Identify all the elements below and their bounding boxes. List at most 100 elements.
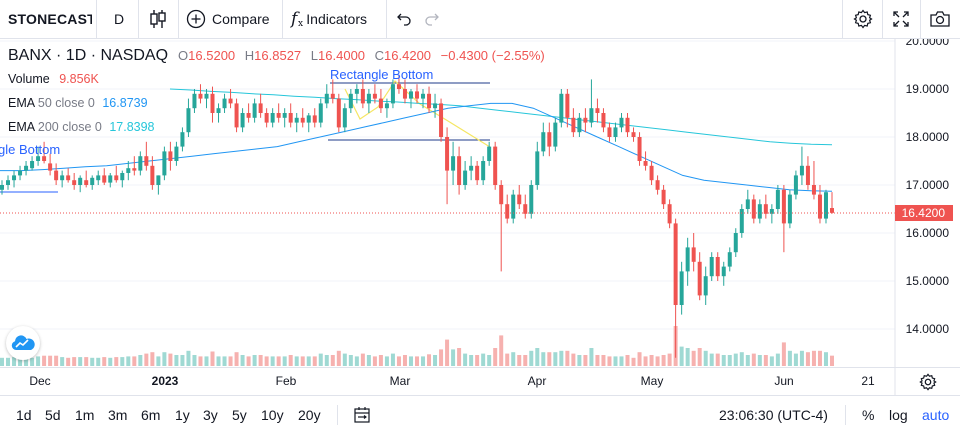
candles-icon (150, 10, 166, 28)
volume-bars (0, 326, 834, 366)
axis-settings-button[interactable] (919, 373, 937, 391)
candle-body (811, 185, 816, 195)
volume-bar (601, 355, 606, 366)
fullscreen-button[interactable] (890, 0, 912, 38)
range-5y[interactable]: 5y (232, 407, 247, 423)
undo-button[interactable] (394, 0, 414, 38)
low-label: L (310, 48, 319, 63)
ema50-legend[interactable]: EMA 50 close 0 16.8739 (8, 96, 148, 110)
volume-bar (589, 348, 594, 366)
candle-body (535, 151, 540, 185)
chart-pane[interactable]: 20.0000 19.0000 18.0000 17.0000 16.0000 15.00… (0, 39, 960, 367)
chart-type-button[interactable] (146, 0, 170, 38)
price-tick-label: 18.0000 (906, 130, 950, 144)
toolbar-divider (96, 0, 97, 38)
candle-body (607, 127, 612, 137)
range-10y[interactable]: 10y (261, 407, 284, 423)
volume-bar (499, 335, 504, 366)
symbol-title[interactable]: BANX · 1D · NASDAQ (8, 47, 169, 64)
volume-bar (457, 348, 462, 366)
log-scale-toggle[interactable]: log (889, 407, 908, 423)
toolbar-divider (138, 0, 139, 38)
redo-button[interactable] (422, 0, 442, 38)
auto-scale-toggle[interactable]: auto (922, 407, 950, 423)
volume-bar (475, 355, 480, 366)
volume-bar (12, 357, 17, 366)
last-price-badge (895, 205, 953, 221)
candle-body (192, 93, 197, 109)
last-price-label: 16.4200 (902, 206, 946, 220)
range-5d[interactable]: 5d (45, 407, 61, 423)
range-20y[interactable]: 20y (298, 407, 321, 423)
range-1y[interactable]: 1y (175, 407, 190, 423)
tradingview-logo[interactable] (6, 326, 40, 360)
range-3m[interactable]: 3m (108, 407, 128, 423)
open-label: O (178, 48, 189, 63)
volume-bar (523, 355, 528, 366)
price-chart[interactable]: 20.0000 19.0000 18.0000 17.0000 16.0000 15.00… (0, 39, 960, 367)
range-1m[interactable]: 1m (75, 407, 95, 423)
candle-body (48, 163, 53, 171)
candle-body (673, 223, 678, 305)
time-tick-label: Jun (774, 374, 793, 388)
time-tick-label: 21 (861, 374, 875, 388)
candle-body (757, 204, 762, 219)
volume-legend[interactable]: Volume 9.856K (8, 72, 99, 86)
volume-bar (535, 348, 540, 366)
candle-body (667, 204, 672, 224)
volume-bar (703, 350, 708, 366)
ema50-path (0, 102, 833, 192)
range-3y[interactable]: 3y (203, 407, 218, 423)
candle-body (66, 175, 71, 181)
settings-button[interactable] (850, 0, 876, 38)
volume-bar (222, 356, 227, 366)
volume-bar (619, 356, 624, 366)
candle-body (114, 175, 119, 181)
candle-body (679, 271, 684, 305)
candle-body (294, 117, 299, 123)
candle-body (372, 93, 377, 99)
candle-body (823, 192, 828, 219)
candle-body (805, 165, 810, 185)
candle-body (715, 257, 720, 277)
candle-body (583, 117, 588, 123)
volume-bar (108, 357, 113, 366)
volume-bar (595, 355, 600, 366)
ema200-legend[interactable]: EMA 200 close 0 17.8398 (8, 120, 155, 134)
snapshot-button[interactable] (928, 0, 952, 38)
candle-body (541, 132, 546, 152)
compare-button[interactable]: Compare (186, 0, 270, 38)
candle-body (108, 175, 113, 183)
volume-bar (246, 356, 251, 366)
clock-time[interactable]: 23:06:30 (UTC-4) (719, 407, 828, 423)
volume-bar (336, 350, 341, 366)
candle-body (72, 180, 77, 185)
range-6m[interactable]: 6m (141, 407, 161, 423)
volume-bar (276, 356, 281, 366)
toolbar-divider (845, 405, 846, 425)
rectangle-label-left: gle Bottom (0, 142, 60, 157)
volume-bar (463, 353, 468, 366)
candle-body (12, 175, 17, 181)
time-axis[interactable]: Dec 2023 Feb Mar Apr May Jun 21 (0, 367, 960, 396)
candle-body (739, 209, 744, 233)
candle-body (733, 233, 738, 253)
candle-body (445, 137, 450, 171)
volume-bar (433, 355, 438, 366)
interval-button[interactable]: D (114, 11, 125, 27)
candle-body (318, 103, 323, 123)
go-to-date-button[interactable] (352, 406, 372, 424)
toolbar-divider (882, 0, 883, 38)
percent-scale-toggle[interactable]: % (862, 407, 875, 423)
chart-legend: BANX · 1D · NASDAQ O16.5200 H16.8527 L16… (8, 47, 551, 65)
candle-body (390, 84, 395, 104)
range-1d[interactable]: 1d (16, 407, 32, 423)
price-axis[interactable]: 20.0000 19.0000 18.0000 17.0000 16.0000 15.00… (906, 39, 950, 336)
candle-body (252, 103, 257, 118)
symbol-search-button[interactable]: STONECAST (8, 11, 92, 27)
volume-bar (6, 357, 11, 366)
candle-body (102, 175, 107, 183)
candle-body (216, 108, 221, 113)
trend-line[interactable] (344, 80, 491, 148)
